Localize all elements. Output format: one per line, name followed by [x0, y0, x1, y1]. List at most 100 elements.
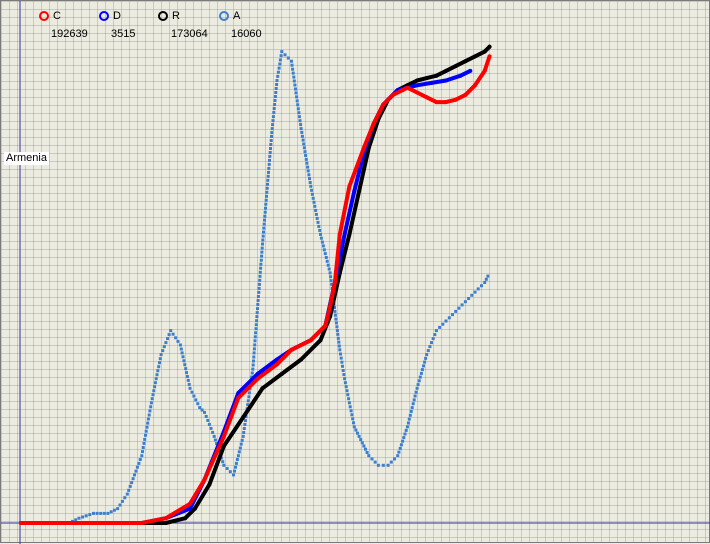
point-a	[473, 290, 477, 294]
legend-value-c: 192639	[51, 28, 88, 40]
point-a	[149, 405, 153, 409]
point-a	[192, 394, 196, 398]
point-a	[262, 222, 266, 226]
point-a	[280, 50, 284, 54]
point-r	[444, 68, 448, 73]
legend-label-c: C	[53, 10, 61, 22]
point-a	[263, 214, 267, 218]
point-r	[453, 64, 458, 69]
point-a	[351, 417, 355, 421]
point-a	[339, 352, 342, 356]
point-a	[154, 377, 158, 381]
point-a	[356, 431, 359, 435]
point-a	[244, 419, 247, 423]
point-a	[225, 467, 229, 470]
point-a	[301, 138, 305, 142]
point-a	[300, 130, 304, 134]
point-a	[260, 250, 264, 254]
point-a	[260, 246, 264, 250]
point-a	[88, 513, 92, 517]
point-a	[424, 356, 428, 360]
point-a	[370, 457, 374, 461]
point-a	[296, 103, 300, 107]
point-a	[306, 169, 310, 173]
point-a	[286, 56, 290, 60]
point-a	[415, 386, 419, 390]
point-a	[333, 309, 337, 313]
point-a	[247, 395, 251, 399]
point-a	[408, 413, 412, 417]
point-a	[254, 327, 258, 331]
point-a	[268, 154, 272, 158]
point-a	[190, 390, 194, 394]
point-a	[259, 262, 263, 266]
point-d	[468, 68, 473, 73]
point-c	[381, 102, 386, 107]
point-a	[438, 325, 442, 329]
legend-item-r[interactable]: R	[158, 9, 180, 23]
point-a	[250, 375, 254, 379]
legend-item-c[interactable]: C	[39, 9, 61, 23]
point-a	[246, 399, 250, 403]
point-a	[292, 75, 296, 79]
point-r	[192, 506, 197, 511]
point-c	[275, 362, 279, 367]
point-a	[350, 413, 354, 417]
point-d	[429, 80, 434, 85]
point-a	[304, 154, 308, 157]
point-a	[484, 277, 488, 281]
point-a	[127, 488, 131, 492]
legend-item-a[interactable]: A	[219, 9, 240, 23]
point-r	[279, 371, 284, 376]
point-r	[318, 338, 323, 343]
point-a	[212, 434, 216, 438]
point-a	[338, 348, 342, 352]
point-a	[236, 454, 240, 458]
point-a	[262, 226, 266, 230]
point-c	[323, 323, 328, 328]
point-a	[267, 162, 271, 166]
point-r	[482, 49, 487, 54]
point-a	[480, 284, 483, 288]
point-a	[325, 259, 329, 263]
point-a	[463, 300, 467, 304]
point-a	[81, 515, 85, 519]
point-c	[390, 92, 395, 97]
point-a	[200, 408, 204, 412]
point-a	[312, 200, 316, 204]
point-r	[207, 482, 212, 487]
point-c	[487, 54, 492, 59]
point-a	[77, 516, 81, 520]
point-a	[318, 228, 322, 232]
point-r	[347, 232, 352, 237]
point-a	[295, 95, 299, 99]
point-a	[135, 465, 139, 469]
point-a	[278, 62, 282, 66]
point-a	[313, 204, 317, 208]
point-a	[247, 391, 251, 395]
point-a	[270, 135, 273, 138]
point-a	[158, 357, 162, 361]
point-a	[133, 473, 136, 477]
point-a	[319, 232, 322, 236]
point-r	[415, 78, 420, 83]
point-a	[319, 236, 323, 240]
point-a	[294, 87, 297, 91]
point-a	[131, 477, 135, 481]
point-c	[289, 347, 294, 352]
point-a	[298, 119, 302, 123]
point-a	[157, 365, 161, 369]
point-a	[337, 340, 341, 344]
point-a	[483, 281, 487, 284]
point-a	[125, 492, 129, 496]
point-a	[345, 389, 349, 393]
point-a	[320, 240, 324, 244]
point-a	[322, 248, 326, 252]
point-a	[130, 481, 134, 485]
point-a	[367, 454, 371, 458]
point-a	[460, 303, 464, 307]
legend-value-a: 16060	[231, 28, 262, 40]
point-a	[272, 111, 276, 114]
legend-item-d[interactable]: D	[99, 9, 121, 23]
point-a	[263, 218, 266, 222]
